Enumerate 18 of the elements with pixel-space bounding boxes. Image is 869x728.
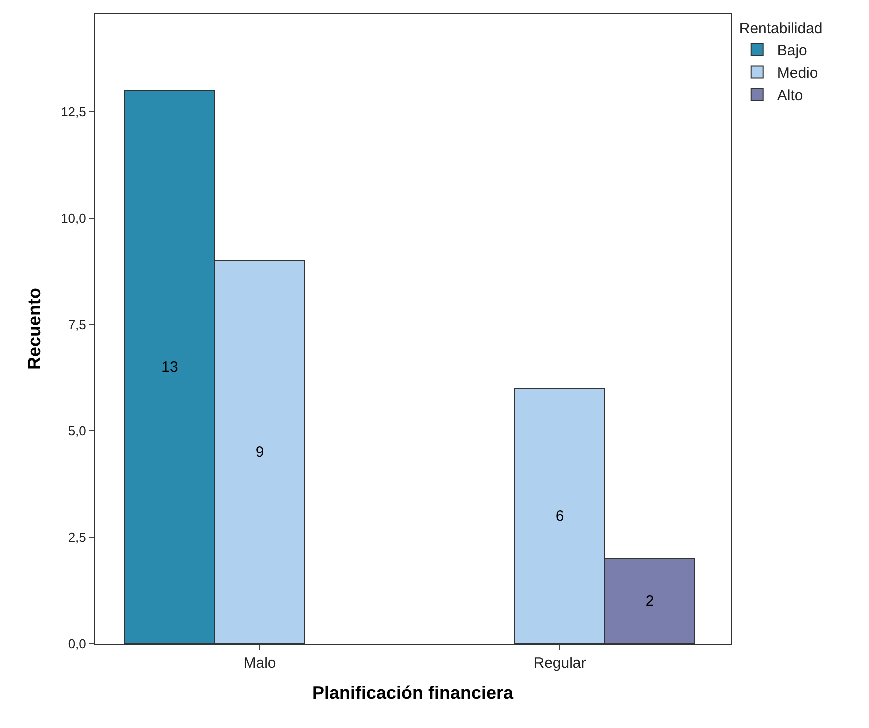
x-tick-label: Regular <box>534 655 586 672</box>
data-label: 9 <box>256 444 264 461</box>
data-label: 6 <box>556 508 564 525</box>
x-tick-label: Malo <box>244 655 276 672</box>
data-label: 13 <box>162 358 178 376</box>
y-tick-label: 12,5 <box>61 104 86 120</box>
y-tick-label: 10,0 <box>61 210 86 226</box>
legend-label: Medio <box>777 65 818 82</box>
y-tick-label: 7,5 <box>68 317 86 332</box>
legend-title: Rentabilidad <box>739 20 823 38</box>
y-tick-label: 0,0 <box>68 636 86 652</box>
y-tick-label: 5,0 <box>68 424 86 439</box>
y-axis-title: Recuento <box>24 288 44 370</box>
legend-label: Alto <box>777 88 804 105</box>
legend-label: Bajo <box>777 42 808 60</box>
y-tick-label: 2,5 <box>68 530 86 546</box>
x-axis-title: Planificación financiera <box>312 683 515 704</box>
data-label: 2 <box>646 592 654 610</box>
